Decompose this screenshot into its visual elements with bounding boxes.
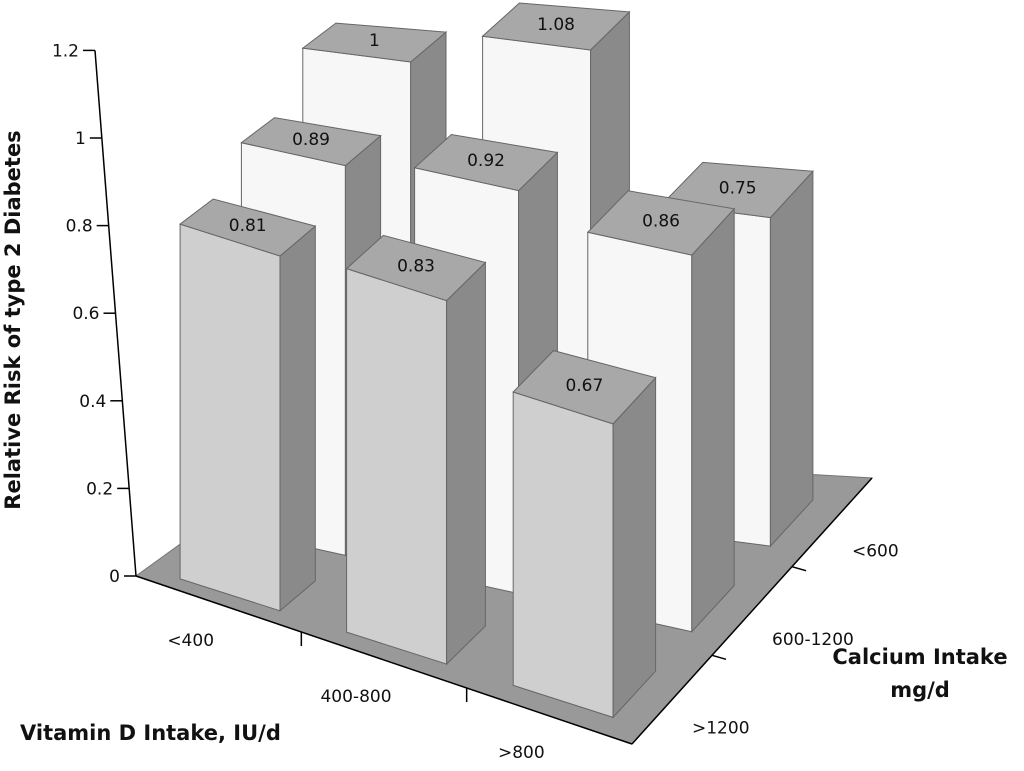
- x-tick-label: 400-800: [320, 687, 391, 707]
- bar-top-face: [301, 22, 448, 63]
- z-tick-mark: [711, 654, 727, 661]
- bar-front-face: [179, 223, 281, 612]
- z-axis-title-line-2: mg/d: [890, 678, 950, 702]
- z-tick-mark: [791, 565, 807, 572]
- bar-data-label: 0.75: [719, 179, 757, 199]
- bars: 1 1.08 0.75 0.89 0.92 0.86 0.81 0.83 0.67: [179, 2, 814, 719]
- bar-data-label: 0.92: [467, 151, 505, 171]
- y-tick-label: 0.6: [72, 304, 99, 324]
- bar-side-face: [691, 207, 735, 633]
- bar-400-800->1200: 0.83: [345, 234, 487, 666]
- y-tick-label: 0.4: [79, 392, 106, 412]
- y-tick-label: 1: [75, 129, 86, 149]
- y-tick-label: 0: [109, 567, 120, 587]
- x-axis-line: [135, 575, 633, 745]
- bar-side-face: [769, 170, 814, 548]
- bar-front-face: [512, 391, 614, 719]
- z-tick-label: <600: [852, 541, 899, 561]
- z-axis-title-line-1: Calcium Intake: [832, 645, 1007, 669]
- bar-data-label: 1: [369, 31, 380, 51]
- y-tick-label: 1.2: [52, 41, 79, 61]
- y-tick-label: 0.2: [86, 479, 113, 499]
- bar-top-face: [481, 2, 631, 51]
- x-axis-title: Vitamin D Intake, IU/d: [20, 721, 281, 745]
- bar->800->1200: 0.67: [512, 350, 657, 719]
- axes: 00.20.40.60.811.2<400400-800>800<600600-…: [52, 41, 899, 763]
- bar-top-face: [240, 117, 382, 167]
- bar-side-face: [612, 376, 657, 719]
- bar-top-face: [512, 350, 657, 425]
- bar-data-label: 0.86: [642, 211, 680, 231]
- x-tick-label: <400: [167, 631, 214, 651]
- bar-top-face: [586, 190, 736, 256]
- y-tick-label: 0.8: [66, 217, 93, 237]
- bar-side-face: [279, 225, 316, 612]
- bar-<400->1200: 0.81: [179, 198, 317, 612]
- y-axis-title: Relative Risk of type 2 Diabetes: [1, 130, 25, 509]
- bar-data-label: 0.67: [565, 376, 603, 396]
- bar-data-label: 0.89: [292, 130, 330, 150]
- bar-data-label: 0.83: [397, 257, 435, 277]
- bar-top-face: [345, 234, 487, 302]
- bar-front-face: [346, 267, 448, 665]
- bar-data-label: 1.08: [537, 15, 575, 35]
- labels: Relative Risk of type 2 Diabetes Vitamin…: [1, 130, 1008, 745]
- bar-top-face: [413, 133, 559, 192]
- x-tick-label: >800: [498, 743, 545, 763]
- bar-side-face: [446, 261, 486, 666]
- bar-top-face: [179, 198, 317, 257]
- z-tick-label: >1200: [692, 719, 750, 739]
- z-axis-line: [631, 477, 873, 745]
- bar-data-label: 0.81: [229, 216, 267, 236]
- z-tick-label: 600-1200: [772, 630, 854, 650]
